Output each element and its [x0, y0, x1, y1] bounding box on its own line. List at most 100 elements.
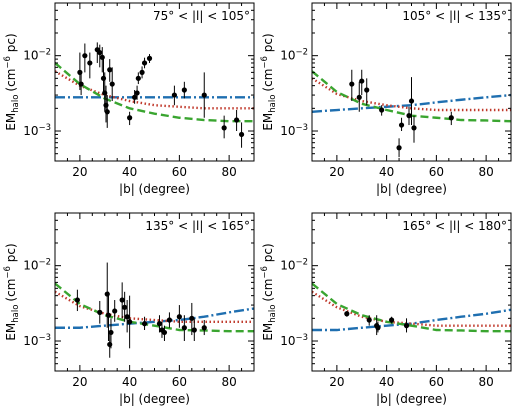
- data-point: [104, 95, 110, 128]
- data-point: [107, 332, 113, 358]
- panel-1: 20 40 60 80 10−3 10−2 |b| (degree) EMhalo(cm−6 …: [3, 2, 255, 196]
- data-point: [127, 295, 133, 349]
- data-point: [161, 325, 168, 342]
- data-point: [191, 318, 197, 342]
- point-marker: [364, 87, 370, 93]
- x-tick-label: 80: [221, 165, 236, 179]
- x-tick-label: 40: [379, 375, 394, 389]
- x-axis-label: |b| (degree): [119, 182, 190, 196]
- point-marker: [403, 323, 410, 329]
- data-point: [181, 81, 187, 99]
- x-tick-label: 40: [379, 165, 394, 179]
- model-lines: [55, 282, 254, 333]
- point-marker: [171, 92, 177, 98]
- point-marker: [107, 341, 113, 348]
- point-marker: [77, 69, 83, 75]
- point-marker: [366, 317, 372, 323]
- data-point: [221, 115, 227, 139]
- point-marker: [408, 98, 415, 104]
- data-points: [74, 262, 207, 358]
- data-point: [97, 44, 103, 68]
- x-axis-label: |b| (degree): [376, 392, 447, 406]
- point-marker: [359, 78, 365, 84]
- point-marker: [191, 327, 197, 333]
- data-point: [181, 315, 187, 342]
- data-point: [233, 110, 240, 132]
- point-marker: [99, 54, 105, 60]
- data-point: [78, 72, 84, 96]
- data-point: [141, 57, 148, 69]
- point-marker: [156, 321, 163, 327]
- model-lines: [55, 62, 254, 123]
- model-line-dashed: [55, 282, 254, 333]
- data-points: [77, 42, 245, 148]
- data-point: [448, 111, 454, 126]
- data-point: [97, 300, 103, 324]
- y-tick-label: 10−2: [280, 48, 308, 63]
- data-point: [112, 300, 118, 322]
- point-marker: [132, 94, 138, 100]
- data-point: [238, 122, 245, 148]
- data-point: [124, 300, 130, 333]
- point-marker: [124, 314, 130, 320]
- point-marker: [389, 317, 395, 323]
- data-point: [403, 318, 410, 333]
- data-point: [104, 262, 110, 328]
- model-line-dotted: [55, 70, 254, 110]
- y-tick-label: 10−2: [23, 48, 51, 63]
- point-marker: [406, 113, 412, 119]
- panel-title: 105° < |l| < 135°: [402, 9, 507, 23]
- point-marker: [108, 329, 114, 336]
- data-point: [408, 77, 415, 126]
- point-marker: [122, 304, 128, 310]
- point-marker: [104, 291, 110, 297]
- x-tick-label: 60: [429, 165, 444, 179]
- point-marker: [448, 115, 454, 121]
- data-point: [109, 67, 115, 102]
- y-tick-label: 10−2: [23, 258, 51, 273]
- point-marker: [134, 90, 140, 96]
- point-marker: [135, 75, 141, 81]
- data-point: [134, 85, 140, 100]
- point-marker: [233, 117, 240, 123]
- point-marker: [349, 81, 355, 87]
- point-marker: [107, 67, 113, 73]
- ticks: [54, 2, 255, 162]
- point-marker: [166, 317, 173, 323]
- point-marker: [344, 311, 350, 317]
- point-marker: [82, 53, 88, 59]
- data-point: [100, 59, 107, 96]
- point-marker: [139, 69, 145, 75]
- x-tick-label: 20: [72, 165, 87, 179]
- point-marker: [396, 145, 402, 151]
- point-marker: [127, 115, 133, 121]
- data-point: [396, 138, 402, 158]
- y-tick-label: 10−3: [23, 123, 51, 138]
- x-tick-label: 60: [172, 375, 187, 389]
- ticks: [311, 212, 512, 372]
- x-axis-label: |b| (degree): [376, 182, 447, 196]
- point-marker: [109, 81, 115, 87]
- panel-title: 75° < |l| < 105°: [153, 9, 250, 23]
- y-axis-label: EMhalo(cm−6 pc): [3, 33, 21, 130]
- panel-3: 20 40 60 80 10−3 10−2 |b| (degree) EMhalo(cm−6 …: [3, 212, 255, 406]
- data-point: [99, 47, 105, 73]
- data-point: [201, 320, 207, 336]
- y-tick-label: 10−3: [280, 333, 308, 348]
- model-line-dash-dot: [55, 307, 254, 329]
- data-point: [171, 85, 177, 106]
- data-point: [74, 289, 80, 312]
- point-marker: [201, 92, 207, 98]
- point-marker: [74, 297, 80, 303]
- point-marker: [411, 125, 417, 131]
- data-point: [349, 69, 355, 102]
- x-tick-label: 40: [122, 165, 137, 179]
- point-marker: [100, 75, 107, 81]
- point-marker: [119, 297, 125, 303]
- point-marker: [176, 314, 182, 320]
- data-point: [411, 115, 417, 143]
- panel-2: 20 40 60 80 10−3 10−2 |b| (degree) EMhalo(cm−6 …: [260, 2, 512, 196]
- model-lines: [312, 282, 511, 333]
- panel-title: 135° < |l| < 165°: [145, 219, 250, 233]
